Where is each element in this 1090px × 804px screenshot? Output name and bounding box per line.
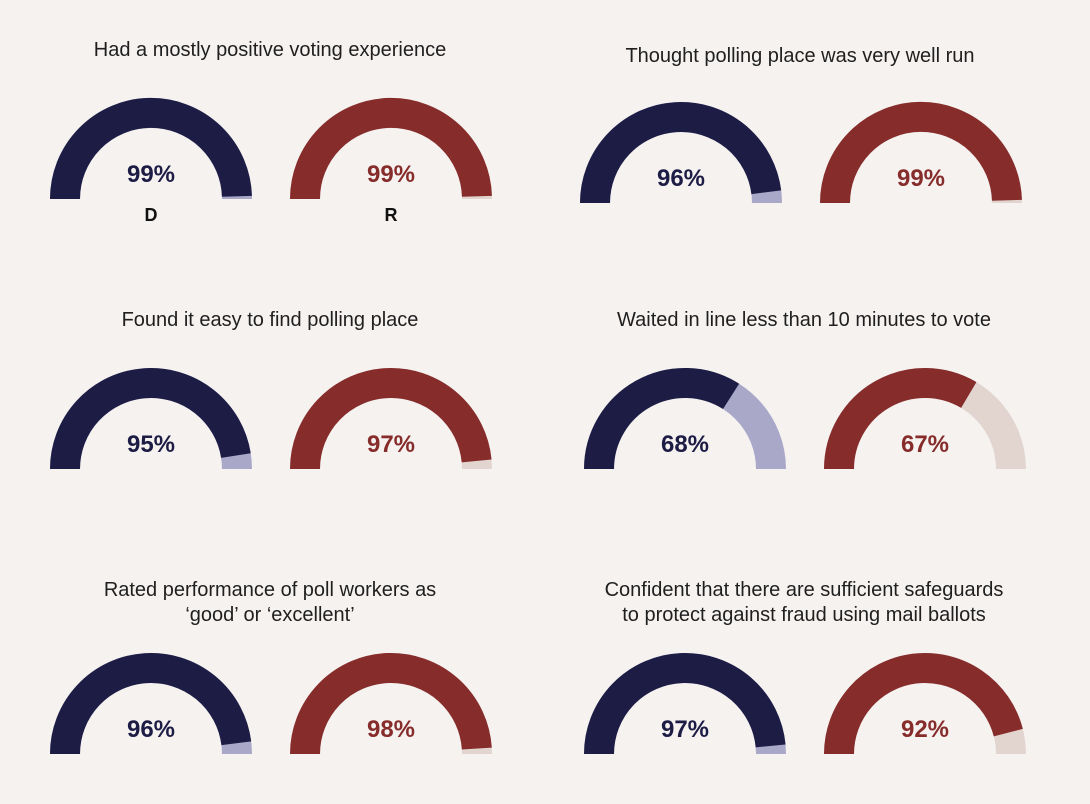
gauge-value-label-dem: 97% [661, 716, 709, 743]
gauge-panel: Found it easy to find polling place 95% 97… [40, 308, 500, 528]
gauge-value-label-dem: 96% [657, 165, 705, 192]
gauge-panel: Thought polling place was very well run 9… [570, 44, 1030, 264]
gauge-value-arc-dem [50, 368, 251, 470]
gauge-value-arc-rep [290, 368, 492, 470]
panel-title: Found it easy to find polling place [121, 309, 419, 331]
gauge-value-label-dem: 99% [127, 161, 175, 188]
gauge-value-arc-rep [824, 368, 977, 470]
gauge-value-label-rep: 97% [367, 431, 415, 458]
gauge-value-label-dem: 96% [127, 716, 175, 743]
legend-label-rep: R [384, 205, 398, 225]
gauge-value-label-dem: 68% [661, 431, 709, 458]
gauge-value-arc-rep [290, 653, 492, 755]
gauge-pair: 96% 98% [50, 653, 492, 755]
gauge-panel: Confident that there are sufficient safe… [574, 578, 1034, 798]
panel-title: Confident that there are sufficient safe… [604, 579, 1004, 626]
panel-title: Had a mostly positive voting experience [93, 39, 447, 61]
gauge-value-label-rep: 99% [367, 161, 415, 188]
gauge-pair: 97% 92% [584, 653, 1026, 755]
gauge-value-arc-dem [584, 653, 786, 755]
gauge-value-arc-dem [50, 97, 252, 200]
gauge-pair: 99% 99% [50, 97, 492, 200]
legend-label-dem: D [144, 205, 158, 225]
gauge-value-label-dem: 95% [127, 431, 175, 458]
gauge-value-arc-rep [290, 97, 492, 200]
panel-title: Waited in line less than 10 minutes to v… [617, 309, 991, 331]
gauge-value-arc-rep [820, 101, 1022, 204]
gauge-panel: Had a mostly positive voting experience 9… [40, 38, 500, 258]
gauge-value-arc-dem [580, 102, 782, 204]
gauge-pair: 95% 97% [50, 368, 492, 470]
gauge-value-label-rep: 67% [901, 431, 949, 458]
gauge-panel: Waited in line less than 10 minutes to v… [574, 308, 1034, 528]
panel-title: Rated performance of poll workers as ‘go… [103, 579, 437, 626]
gauge-value-label-rep: 98% [367, 716, 415, 743]
gauge-value-arc-dem [50, 653, 252, 755]
gauge-panel: Rated performance of poll workers as ‘go… [40, 578, 500, 798]
gauge-value-arc-rep [824, 653, 1023, 755]
gauge-value-label-rep: 92% [901, 716, 949, 743]
panel-title: Thought polling place was very well run [625, 45, 975, 67]
gauge-pair: 96% 99% [580, 101, 1022, 204]
gauge-value-arc-dem [584, 368, 740, 470]
gauge-pair: 68% 67% [584, 368, 1026, 470]
gauge-value-label-rep: 99% [897, 165, 945, 192]
